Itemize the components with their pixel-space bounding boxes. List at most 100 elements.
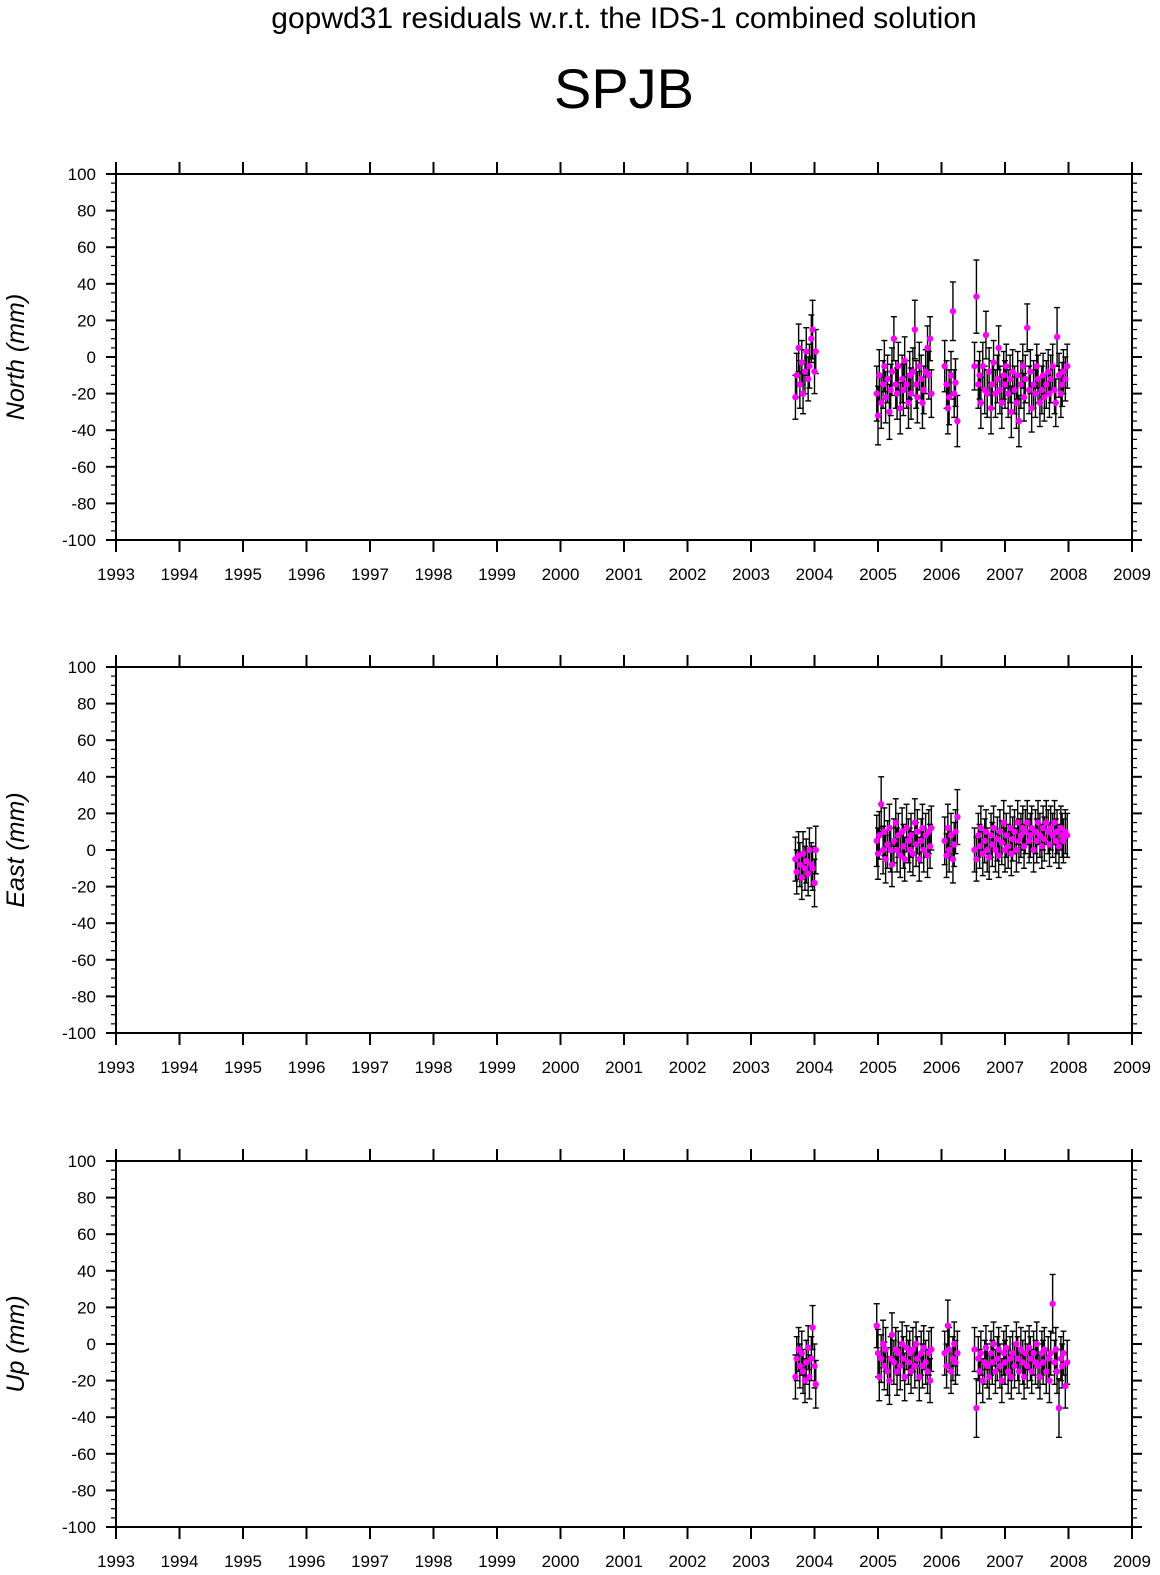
data-point xyxy=(977,399,985,406)
data-point xyxy=(1039,824,1047,832)
data-point xyxy=(909,1346,917,1353)
data-point xyxy=(1044,1355,1052,1362)
data-point xyxy=(877,801,885,808)
data-point xyxy=(1039,1359,1047,1366)
data-point xyxy=(1009,1349,1016,1357)
y-tick-label: 60 xyxy=(77,238,96,257)
x-tick-label: 1996 xyxy=(288,565,326,584)
data-point xyxy=(1052,399,1060,406)
data-point xyxy=(798,874,805,881)
data-point xyxy=(941,362,948,370)
data-point xyxy=(926,335,934,342)
data-point xyxy=(982,331,990,339)
data-point xyxy=(1003,832,1010,839)
data-point xyxy=(1004,1368,1012,1375)
data-point xyxy=(912,841,920,848)
data-point xyxy=(1015,1368,1023,1375)
data-point xyxy=(905,1359,912,1366)
data-point xyxy=(901,1373,908,1381)
data-point xyxy=(874,1349,882,1357)
data-point xyxy=(1055,372,1063,379)
data-point xyxy=(979,362,986,370)
data-point xyxy=(917,1349,925,1357)
data-point xyxy=(1041,1346,1048,1353)
data-point xyxy=(1033,1340,1040,1348)
data-point xyxy=(1046,1377,1053,1384)
x-tick-label: 2006 xyxy=(923,1058,961,1077)
data-point xyxy=(982,1344,990,1351)
data-point xyxy=(976,372,983,379)
data-point xyxy=(1011,1362,1018,1370)
y-axis-label: North (mm) xyxy=(2,294,30,420)
y-tick-label: -40 xyxy=(71,914,96,933)
data-point xyxy=(945,846,953,854)
data-point xyxy=(882,855,889,863)
x-tick-label: 2001 xyxy=(605,565,643,584)
y-tick-label: 40 xyxy=(77,275,96,294)
x-tick-label: 2001 xyxy=(605,1552,643,1571)
data-point xyxy=(890,837,898,845)
data-point xyxy=(1019,1359,1026,1366)
data-point xyxy=(1008,408,1015,416)
y-tick-label: -40 xyxy=(71,421,96,440)
data-point xyxy=(812,1381,819,1388)
data-point xyxy=(804,1344,812,1351)
data-point xyxy=(1009,368,1016,375)
data-point xyxy=(806,846,813,854)
x-tick-label: 2006 xyxy=(923,565,961,584)
data-point xyxy=(1053,1368,1061,1375)
y-tick-label: 0 xyxy=(87,841,96,860)
y-tick-label: 40 xyxy=(77,1262,96,1281)
data-point xyxy=(984,390,991,397)
data-point xyxy=(886,824,893,832)
data-point xyxy=(1057,824,1065,832)
data-point xyxy=(924,344,931,352)
data-point xyxy=(882,1346,889,1353)
data-point xyxy=(901,357,908,364)
data-point xyxy=(890,1359,898,1366)
data-point xyxy=(1060,837,1067,845)
data-point xyxy=(881,828,888,835)
data-point xyxy=(888,1331,896,1339)
y-tick-label: -100 xyxy=(62,531,96,550)
data-point xyxy=(882,394,889,401)
plot-frame xyxy=(115,1160,1133,1528)
y-tick-label: -80 xyxy=(71,494,96,513)
data-point xyxy=(998,839,1006,846)
data-point xyxy=(801,368,809,375)
data-point xyxy=(926,843,934,850)
data-point xyxy=(799,1368,807,1375)
data-point xyxy=(944,405,952,412)
data-point xyxy=(1027,832,1034,839)
x-tick-label: 2004 xyxy=(796,1058,834,1077)
data-point xyxy=(951,1340,958,1348)
data-point xyxy=(796,1362,804,1370)
data-point xyxy=(998,1377,1006,1384)
data-point xyxy=(898,375,906,383)
data-point xyxy=(879,846,887,854)
data-point xyxy=(973,293,980,300)
data-point xyxy=(803,857,810,865)
data-point xyxy=(1036,832,1044,839)
data-point xyxy=(903,381,910,388)
data-point xyxy=(1020,843,1028,850)
data-point xyxy=(893,390,901,397)
data-point xyxy=(911,819,919,826)
data-point xyxy=(903,824,910,832)
data-point xyxy=(944,1322,952,1329)
data-point xyxy=(1015,417,1023,425)
data-point xyxy=(954,813,961,821)
data-point xyxy=(1008,1373,1015,1381)
y-tick-label: 20 xyxy=(77,1298,96,1317)
data-point xyxy=(975,832,982,839)
data-point xyxy=(1000,819,1007,826)
x-tick-label: 2008 xyxy=(1050,1058,1088,1077)
y-tick-label: 20 xyxy=(77,804,96,823)
data-point xyxy=(1025,837,1033,845)
data-point xyxy=(873,390,880,397)
data-point xyxy=(792,394,799,401)
data-point xyxy=(1017,381,1025,388)
x-tick-label: 2005 xyxy=(859,565,897,584)
x-tick-label: 2003 xyxy=(732,565,770,584)
